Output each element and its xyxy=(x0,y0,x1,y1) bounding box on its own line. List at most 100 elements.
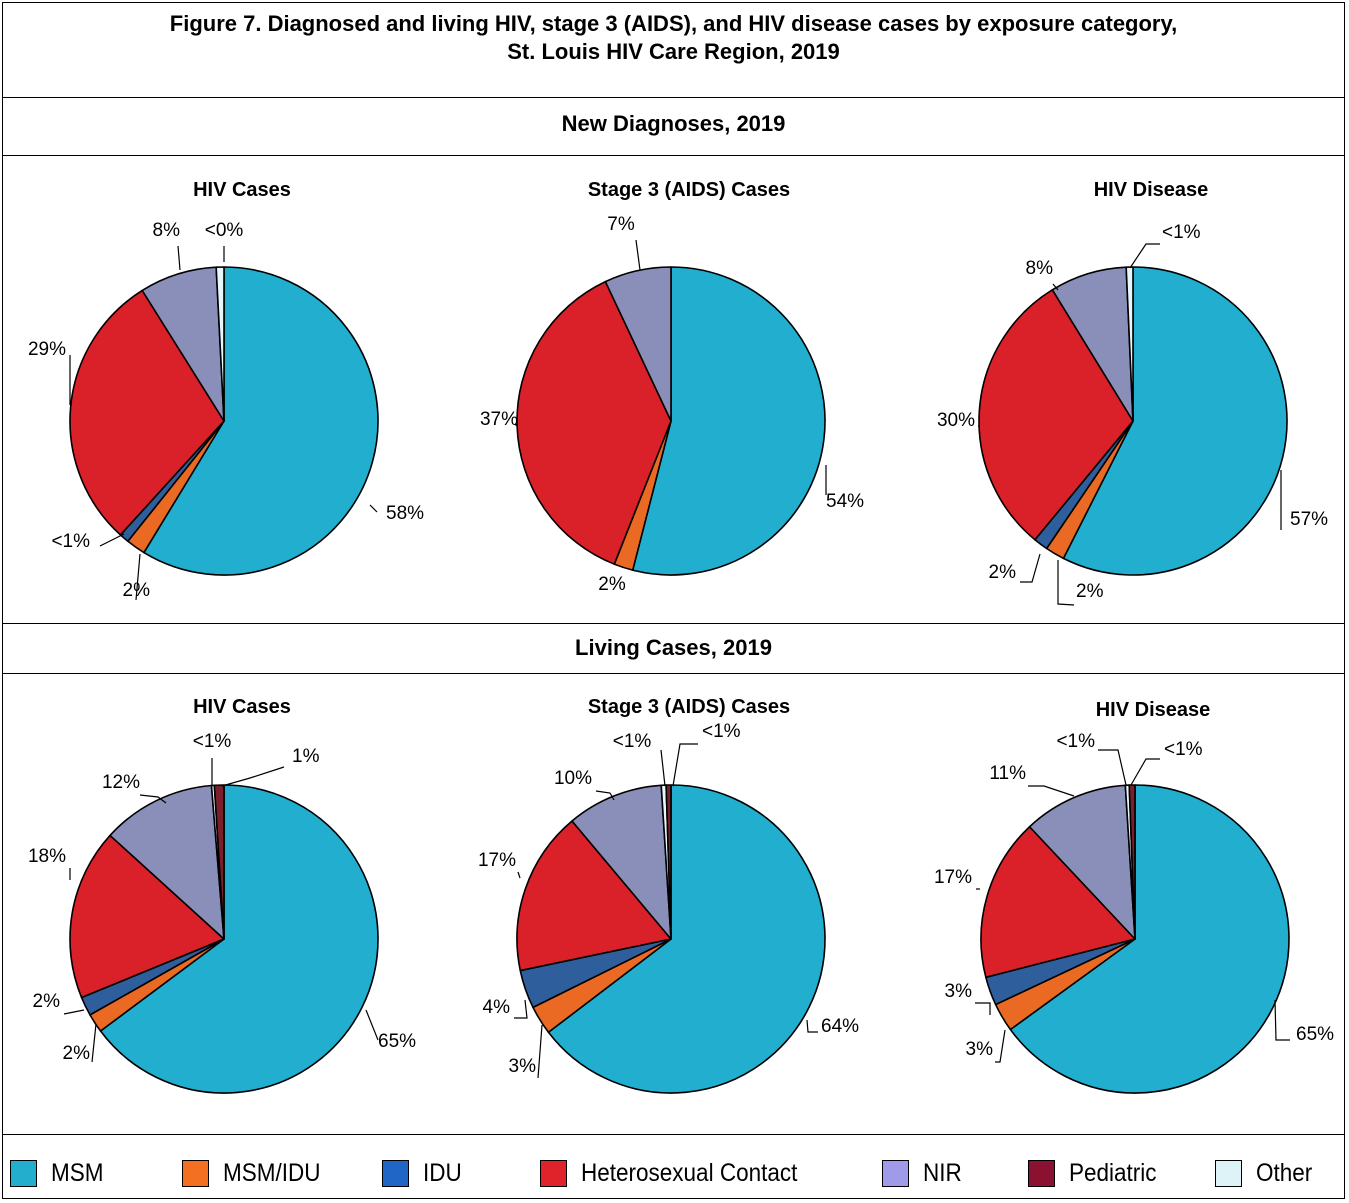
pie-data-label: <1% xyxy=(193,731,232,752)
legend-swatch xyxy=(1215,1159,1242,1187)
legend-swatch xyxy=(540,1159,567,1187)
divider-line xyxy=(2,1134,1345,1135)
leader-line xyxy=(365,1009,379,1041)
pie-data-label: 8% xyxy=(1026,258,1054,279)
figure-title-line2: St. Louis HIV Care Region, 2019 xyxy=(507,39,840,64)
leader-line xyxy=(99,533,125,547)
figure-title-line1: Figure 7. Diagnosed and living HIV, stag… xyxy=(169,11,1178,36)
pie-data-label: 12% xyxy=(102,772,140,793)
legend-swatch xyxy=(382,1159,409,1187)
section-title-living-cases: Living Cases, 2019 xyxy=(575,635,772,660)
leader-line xyxy=(595,790,615,801)
pie-slice-heterosexual-contact xyxy=(516,280,672,565)
leader-line xyxy=(63,1009,85,1015)
legend-label: MSM xyxy=(51,1159,104,1187)
divider-line xyxy=(2,97,1345,98)
leader-line xyxy=(177,245,181,271)
pie-data-label: 4% xyxy=(483,997,511,1018)
pie-data-label: 29% xyxy=(28,339,66,360)
pie-data-label: 1% xyxy=(292,746,320,767)
section-title-new-diagnoses: New Diagnoses, 2019 xyxy=(561,111,786,136)
pie-slice-msm xyxy=(547,784,826,1094)
figure-title: Figure 7. Diagnosed and living HIV, stag… xyxy=(2,10,1345,66)
pie-slice-msm xyxy=(1062,266,1288,576)
pie-data-label: <1% xyxy=(1164,739,1203,760)
pie-chart-title: HIV Cases xyxy=(193,696,291,718)
pie-data-label: 54% xyxy=(826,491,864,512)
legend-swatch xyxy=(1028,1159,1055,1187)
legend-item-msm-idu: MSM/IDU xyxy=(182,1158,331,1188)
leader-line xyxy=(975,1002,991,1015)
leader-line xyxy=(1057,560,1075,606)
legend-label: Other xyxy=(1256,1159,1313,1187)
pie-chart-title: HIV Disease xyxy=(1094,179,1209,201)
pie-data-label: <1% xyxy=(51,531,90,552)
leader-line xyxy=(660,749,666,787)
pie-chart-title: HIV Cases xyxy=(193,179,291,201)
legend-label: MSM/IDU xyxy=(223,1159,321,1187)
divider-line xyxy=(2,673,1345,674)
legend-item-nir: NIR xyxy=(882,1158,966,1188)
pie-data-label: <0% xyxy=(205,220,244,241)
pie-data-label: 2% xyxy=(989,562,1017,583)
legend-item-idu: IDU xyxy=(382,1158,466,1188)
pie-data-label: 37% xyxy=(480,409,518,430)
pie-data-label: 3% xyxy=(945,981,973,1002)
pie-slice-nir xyxy=(604,266,672,422)
legend: MSM MSM/IDU IDU Heterosexual Contact NIR… xyxy=(10,1148,1345,1196)
leader-line xyxy=(995,1029,1006,1063)
leader-line xyxy=(1129,243,1160,269)
pie-data-label: 2% xyxy=(1076,581,1104,602)
leader-line xyxy=(672,743,698,787)
pie-slice-msm xyxy=(99,784,379,1094)
pie-data-label: 2% xyxy=(598,574,626,595)
legend-swatch xyxy=(10,1159,37,1187)
pie-data-label: 2% xyxy=(123,580,151,601)
leader-line xyxy=(369,504,378,513)
pie-data-label: 58% xyxy=(386,503,424,524)
pie-data-label: 2% xyxy=(63,1043,91,1064)
pie-slice-heterosexual-contact xyxy=(69,289,225,536)
legend-swatch xyxy=(182,1159,209,1187)
pie-data-label: 3% xyxy=(966,1039,994,1060)
leader-line xyxy=(1274,999,1290,1041)
pie-data-label: 65% xyxy=(378,1031,416,1052)
pie-data-label: 7% xyxy=(607,214,635,235)
pie-slice-nir xyxy=(571,784,672,940)
pie-slice-heterosexual-contact xyxy=(516,820,672,972)
legend-item-pediatric: Pediatric xyxy=(1028,1158,1166,1188)
pie-slice-nir xyxy=(1028,784,1136,940)
leader-line xyxy=(1130,758,1160,786)
pie-slice-pediatric xyxy=(665,784,672,940)
pie-data-label: 64% xyxy=(821,1016,859,1037)
pie-slice-heterosexual-contact xyxy=(978,289,1134,541)
leader-line xyxy=(537,1024,543,1079)
pie-data-label: 57% xyxy=(1290,509,1328,530)
pie-chart-title: Stage 3 (AIDS) Cases xyxy=(588,179,790,201)
leader-line xyxy=(1098,749,1127,786)
pie-data-label: 10% xyxy=(554,768,592,789)
legend-item-heterosexual-contact: Heterosexual Contact xyxy=(540,1158,821,1188)
pie-data-label: 11% xyxy=(989,763,1026,784)
leader-line xyxy=(517,871,521,879)
pie-slice-msm xyxy=(1009,784,1290,1094)
leader-line xyxy=(221,766,285,787)
pie-data-label: 8% xyxy=(153,220,181,241)
leader-line xyxy=(1052,283,1059,291)
pie-chart-title: HIV Disease xyxy=(1096,699,1211,721)
divider-line xyxy=(2,155,1345,156)
pie-slice-other xyxy=(215,266,225,422)
leader-line xyxy=(1028,785,1075,797)
leader-line xyxy=(514,999,528,1019)
leader-line xyxy=(1020,553,1041,583)
legend-swatch xyxy=(882,1159,909,1187)
pie-data-label: 18% xyxy=(28,846,66,867)
pie-data-label: 3% xyxy=(509,1056,537,1077)
pie-chart-title: Stage 3 (AIDS) Cases xyxy=(588,696,790,718)
pie-slice-msm xyxy=(143,266,379,576)
pie-data-label: 17% xyxy=(934,867,972,888)
pie-slice-pediatric xyxy=(1128,784,1136,940)
pie-data-label: 30% xyxy=(937,410,975,431)
legend-label: Pediatric xyxy=(1069,1159,1157,1187)
divider-line xyxy=(2,623,1345,624)
